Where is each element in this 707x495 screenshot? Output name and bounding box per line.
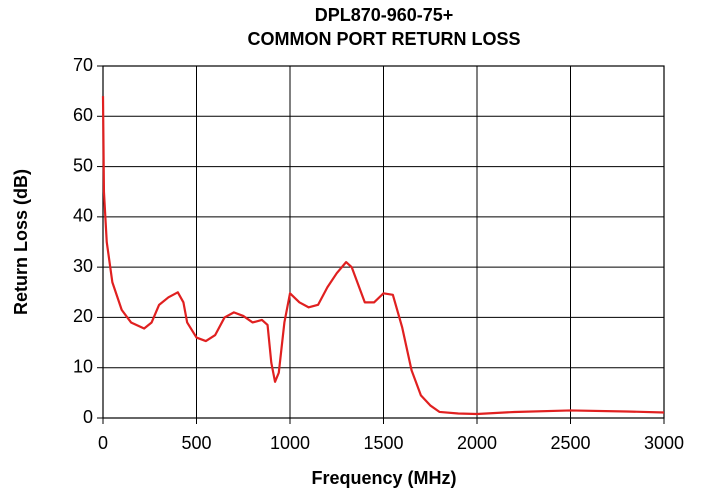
y-tick-label: 70 bbox=[73, 55, 93, 75]
y-axis-label: Return Loss (dB) bbox=[11, 169, 31, 315]
x-axis-label: Frequency (MHz) bbox=[311, 468, 456, 488]
x-tick-label: 500 bbox=[181, 433, 211, 453]
y-tick-label: 0 bbox=[83, 407, 93, 427]
y-tick-label: 40 bbox=[73, 206, 93, 226]
x-tick-label: 0 bbox=[98, 433, 108, 453]
data-line bbox=[101, 96, 665, 416]
chart-title: DPL870-960-75+ bbox=[315, 5, 454, 25]
x-tick-label: 2500 bbox=[550, 433, 590, 453]
y-tick-label: 30 bbox=[73, 256, 93, 276]
x-tick-label: 3000 bbox=[644, 433, 684, 453]
y-tick-label: 50 bbox=[73, 155, 93, 175]
chart-title: COMMON PORT RETURN LOSS bbox=[248, 29, 521, 49]
x-tick-label: 2000 bbox=[457, 433, 497, 453]
y-tick-label: 20 bbox=[73, 306, 93, 326]
y-tick-label: 60 bbox=[73, 105, 93, 125]
x-tick-label: 1500 bbox=[363, 433, 403, 453]
plot-frame bbox=[102, 65, 665, 419]
y-tick-label: 10 bbox=[73, 356, 93, 376]
x-tick-label: 1000 bbox=[270, 433, 310, 453]
